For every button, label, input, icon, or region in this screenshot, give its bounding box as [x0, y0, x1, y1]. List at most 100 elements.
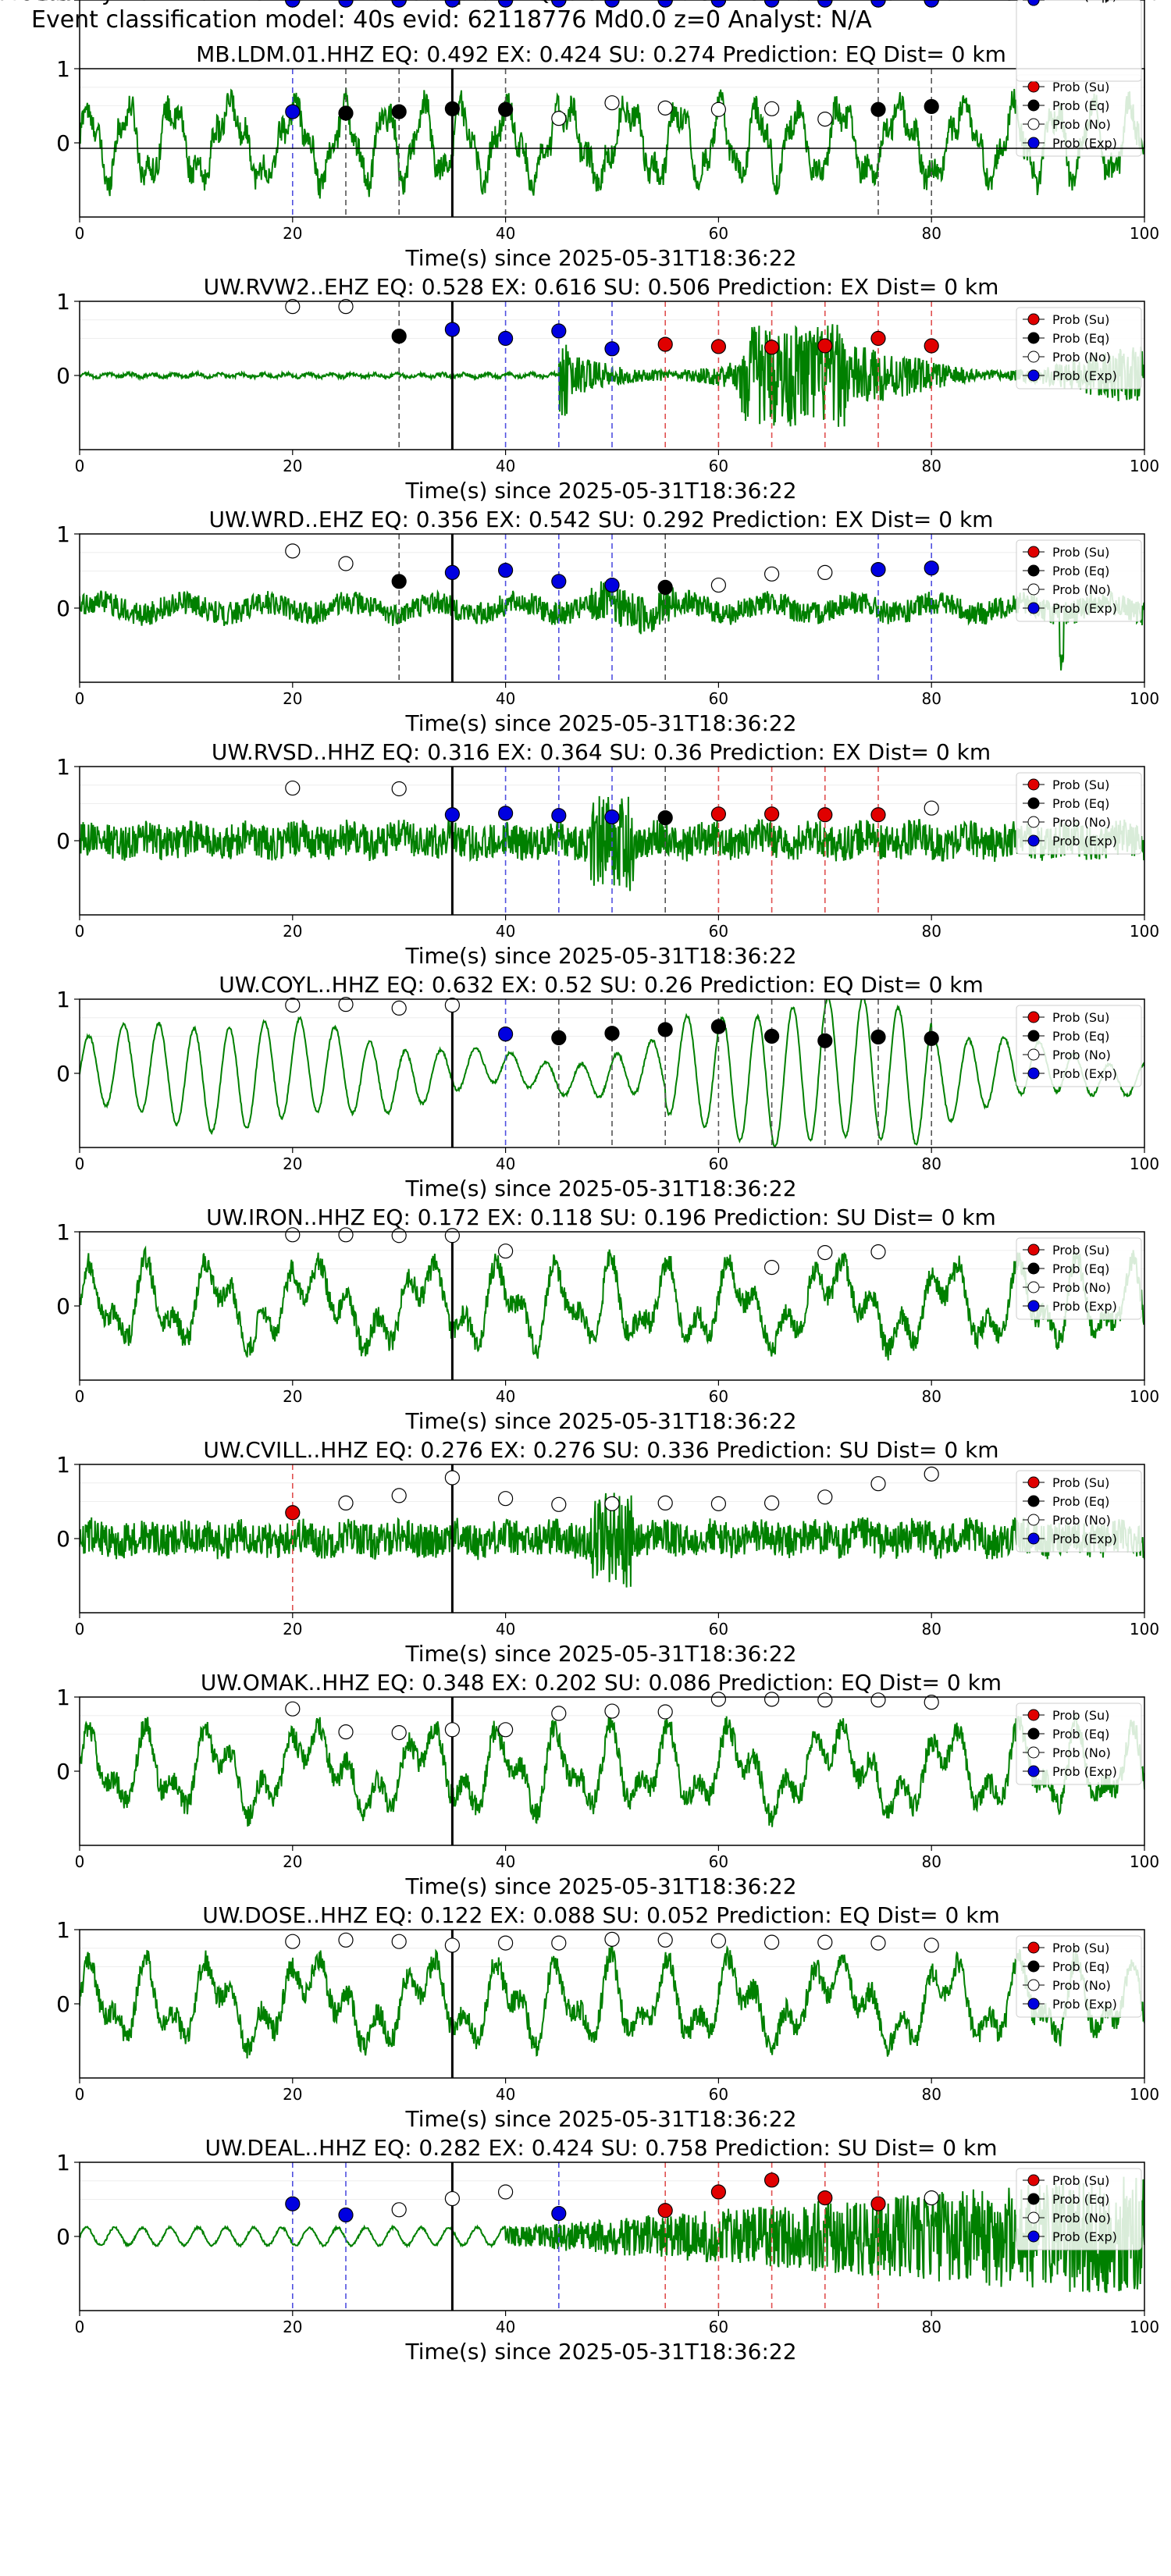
panel-title: UW.RVSD..HHZ EQ: 0.316 EX: 0.364 SU: 0.3… — [212, 739, 991, 765]
x-tick-label: 100 — [1130, 457, 1159, 475]
data-point — [604, 1703, 620, 1719]
data-point — [763, 1495, 780, 1511]
x-tick-label: 80 — [921, 2085, 941, 2104]
x-tick-label: 80 — [921, 1155, 941, 1173]
data-point — [657, 809, 673, 826]
legend-marker — [1027, 816, 1040, 828]
data-point — [710, 577, 727, 593]
x-tick-label: 80 — [921, 0, 941, 4]
panel-title: evid: 62118776 Md0.0 Mean prob: EQ: 0.35… — [137, 0, 1066, 5]
x-tick-label: 60 — [709, 1155, 728, 1173]
panel-title: UW.DOSE..HHZ EQ: 0.122 EX: 0.088 SU: 0.0… — [202, 1902, 1000, 1928]
legend-marker — [1027, 2230, 1040, 2243]
legend-label: Prob (Exp) — [1052, 1532, 1117, 1546]
data-point — [817, 0, 833, 8]
panel-0: MB.LDM.01.HHZ EQ: 0.492 EX: 0.424 SU: 0.… — [56, 41, 1159, 271]
legend-label: Prob (Su) — [1052, 1475, 1109, 1490]
data-point — [924, 338, 939, 354]
y-tick-label: 1.0 — [35, 0, 70, 5]
axes-frame — [79, 0, 1145, 149]
data-point — [817, 807, 833, 823]
data-point — [338, 299, 354, 315]
legend-marker — [1027, 118, 1040, 130]
y-tick-label: 1 — [56, 1452, 70, 1478]
x-tick-label: 20 — [283, 2318, 302, 2336]
legend-label: Prob (Eq) — [1052, 1959, 1109, 1974]
data-point — [924, 1466, 939, 1482]
x-tick-label: 80 — [921, 922, 941, 941]
x-tick-label: 0 — [75, 1852, 85, 1871]
data-point — [657, 1022, 673, 1037]
y-tick-label: 1 — [56, 56, 70, 82]
x-tick-label: 20 — [283, 1155, 302, 1173]
panel-title: MB.LDM.01.HHZ EQ: 0.492 EX: 0.424 SU: 0.… — [196, 41, 1006, 67]
data-point — [338, 0, 354, 8]
legend-marker — [1027, 332, 1040, 344]
legend-label: Prob (Su) — [1052, 1941, 1109, 1955]
data-point — [391, 1725, 407, 1741]
data-point — [285, 0, 301, 8]
legend-marker — [1027, 1011, 1040, 1023]
legend-label: Prob (No) — [1052, 1048, 1111, 1062]
data-point — [444, 997, 461, 1013]
data-point — [497, 101, 514, 117]
waveform-trace — [80, 1714, 1144, 1827]
data-point — [391, 329, 407, 344]
data-point — [391, 1488, 407, 1503]
panel-6: UW.CVILL..HHZ EQ: 0.276 EX: 0.276 SU: 0.… — [56, 1437, 1159, 1667]
y-tick-label: 0 — [56, 1991, 70, 2017]
legend-label: Prob (Exp) — [1052, 1997, 1117, 2012]
data-point — [285, 1505, 301, 1521]
y-tick-label: 1 — [56, 754, 70, 780]
x-tick-label: 0 — [75, 1155, 85, 1173]
data-point — [710, 1933, 727, 1948]
data-point — [338, 1495, 354, 1511]
data-point — [604, 1026, 620, 1041]
legend-label: Prob (No) — [1052, 815, 1111, 830]
data-point — [870, 807, 886, 823]
data-point — [870, 2196, 886, 2211]
x-axis-label: Time(s) since 2025-05-31T18:36:22 — [404, 710, 796, 736]
data-point — [444, 2190, 461, 2207]
data-point — [551, 2205, 567, 2222]
legend-marker — [1027, 2211, 1040, 2224]
legend-marker — [1027, 1495, 1040, 1507]
data-point — [924, 1695, 939, 1710]
x-tick-label: 40 — [496, 1620, 515, 1638]
legend-marker — [1027, 1765, 1040, 1777]
x-tick-label: 100 — [1130, 1387, 1159, 1406]
legend-label: Prob (Eq) — [1052, 564, 1109, 578]
legend-label: Prob (No) — [1052, 1513, 1111, 1528]
data-point — [551, 1030, 567, 1046]
y-tick-label: 0 — [56, 130, 70, 156]
legend-label: Prob (No) — [1052, 1280, 1111, 1295]
x-axis-label: Time(s) since 2025-05-31T18:36:22 — [404, 1873, 796, 1899]
data-point — [657, 100, 673, 116]
x-tick-label: 20 — [283, 1620, 302, 1638]
x-tick-label: 0 — [75, 224, 85, 243]
data-point — [285, 997, 301, 1013]
y-tick-label: 1 — [56, 1219, 70, 1245]
legend-marker — [1027, 602, 1040, 614]
data-point — [870, 1692, 886, 1708]
x-tick-label: 100 — [1130, 1155, 1159, 1173]
y-tick-label: 0 — [56, 363, 70, 389]
data-point — [763, 2172, 780, 2188]
x-tick-label: 0 — [75, 2318, 85, 2336]
x-axis-label: Time(s) since 2025-05-31T18:36:22 — [404, 478, 796, 503]
x-tick-label: 20 — [283, 0, 302, 4]
x-tick-label: 0 — [75, 457, 85, 475]
legend-label: Prob (Eq) — [1052, 1727, 1109, 1742]
data-point — [338, 105, 354, 121]
x-tick-label: 60 — [709, 1852, 728, 1871]
legend-label: Prob (No) — [1052, 117, 1111, 132]
legend-label: Prob (Eq) — [1052, 0, 1109, 3]
x-tick-label: 0 — [75, 922, 85, 941]
data-point — [497, 1026, 514, 1042]
legend-marker — [1027, 1746, 1040, 1759]
x-tick-label: 80 — [921, 1852, 941, 1871]
data-point — [551, 1706, 567, 1721]
panel-title: UW.OMAK..HHZ EQ: 0.348 EX: 0.202 SU: 0.0… — [201, 1670, 1002, 1695]
x-tick-label: 20 — [283, 2085, 302, 2104]
x-tick-label: 40 — [496, 1852, 515, 1871]
